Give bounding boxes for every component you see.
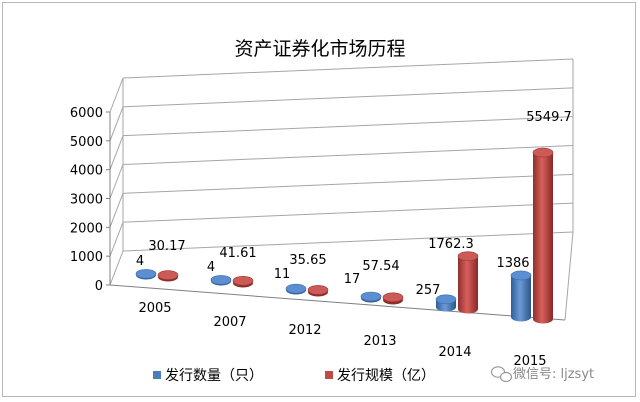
y-tick-label: 6000 — [70, 106, 103, 121]
data-label: 4 — [136, 254, 144, 269]
bar-body — [533, 152, 553, 324]
bar-top — [360, 291, 382, 302]
bar-top — [382, 292, 404, 303]
chart-grid — [109, 58, 574, 286]
bar — [457, 251, 479, 314]
bar — [285, 283, 307, 295]
legend: 发行数量（只） 发行规模（亿） — [153, 368, 435, 384]
x-tick-label: 2015 — [513, 354, 546, 369]
bar-top — [157, 270, 179, 280]
bar — [210, 275, 232, 286]
y-tick-label: 3000 — [70, 193, 103, 208]
data-label: 5549.7 — [526, 110, 572, 125]
data-label: 35.65 — [289, 253, 326, 268]
bar-top — [532, 147, 554, 158]
bar-top — [510, 270, 532, 281]
data-label: 1762.3 — [428, 237, 474, 252]
x-tick-label: 2005 — [138, 301, 171, 316]
bar-top — [135, 269, 157, 279]
bar-body — [511, 275, 531, 322]
data-labels: 4 4 11 17 257 1386 30.17 41.61 35.65 57.54 1762.3 5… — [136, 110, 572, 298]
y-tick-label: 5000 — [70, 135, 103, 150]
gridline — [122, 58, 574, 79]
bar — [157, 270, 179, 282]
gridline — [122, 231, 574, 252]
data-label: 57.54 — [362, 259, 399, 274]
floor-front-edge — [109, 284, 566, 321]
watermark: 微信号: ljzsyt — [490, 366, 594, 383]
bar-top — [210, 275, 232, 285]
data-label: 41.61 — [219, 246, 256, 261]
y-tick-label: 4000 — [70, 164, 103, 179]
x-tick-label: 2007 — [213, 315, 246, 330]
gridline-side — [109, 135, 124, 170]
y-axis: 0 1000 2000 3000 4000 5000 6000 — [70, 106, 111, 294]
legend-label-count: 发行数量（只） — [165, 368, 263, 384]
bar-top — [285, 283, 307, 294]
data-label: 11 — [274, 267, 291, 282]
gridline-side — [109, 77, 124, 113]
bar — [360, 291, 382, 303]
gridline — [122, 202, 574, 223]
y-tick-label: 1000 — [70, 250, 103, 265]
bar — [532, 147, 554, 324]
wechat-icon — [490, 366, 513, 383]
chart-bars — [135, 147, 554, 324]
gridline — [122, 145, 574, 165]
bar — [135, 269, 157, 280]
gridline-side — [109, 106, 124, 142]
bar-top — [232, 275, 254, 286]
chart-svg: 资产证券化市场历程 0 1000 2000 3000 4000 5000 6000 2005… — [70, 38, 594, 384]
bar — [435, 294, 457, 312]
legend-label-scale: 发行规模（亿） — [337, 368, 435, 384]
bar-top — [307, 285, 329, 295]
gridline-side — [109, 250, 124, 286]
bar-top — [457, 251, 479, 261]
data-label: 30.17 — [148, 239, 185, 254]
gridline-side — [109, 164, 124, 199]
data-label: 4 — [207, 260, 215, 275]
bar — [382, 292, 404, 305]
x-tick-label: 2014 — [438, 345, 471, 360]
gridline — [122, 173, 574, 194]
gridline-side — [109, 221, 124, 257]
bar — [307, 285, 329, 297]
legend-swatch-count — [153, 371, 161, 379]
bar — [510, 270, 532, 322]
bar-body — [458, 256, 478, 314]
bar — [232, 275, 254, 288]
x-axis: 2005 2007 2012 2013 2014 2015 — [109, 231, 574, 369]
gridline — [122, 116, 574, 137]
x-tick-label: 2013 — [363, 334, 396, 349]
chart-frame: 资产证券化市场历程 0 1000 2000 3000 4000 5000 6000 2005… — [2, 2, 636, 397]
data-label: 17 — [344, 272, 361, 287]
bar-top — [435, 294, 457, 305]
gridline-side — [109, 193, 124, 228]
x-tick-label: 2012 — [288, 323, 321, 338]
gridline — [122, 87, 574, 108]
floor-right-edge — [564, 231, 574, 321]
y-tick-label: 2000 — [70, 221, 103, 236]
y-tick-label: 0 — [95, 279, 103, 294]
data-label: 257 — [416, 283, 441, 298]
watermark-text: 微信号: ljzsyt — [513, 367, 594, 382]
chart-title: 资产证券化市场历程 — [234, 38, 405, 60]
data-label: 1386 — [496, 256, 529, 271]
legend-swatch-scale — [325, 371, 333, 379]
